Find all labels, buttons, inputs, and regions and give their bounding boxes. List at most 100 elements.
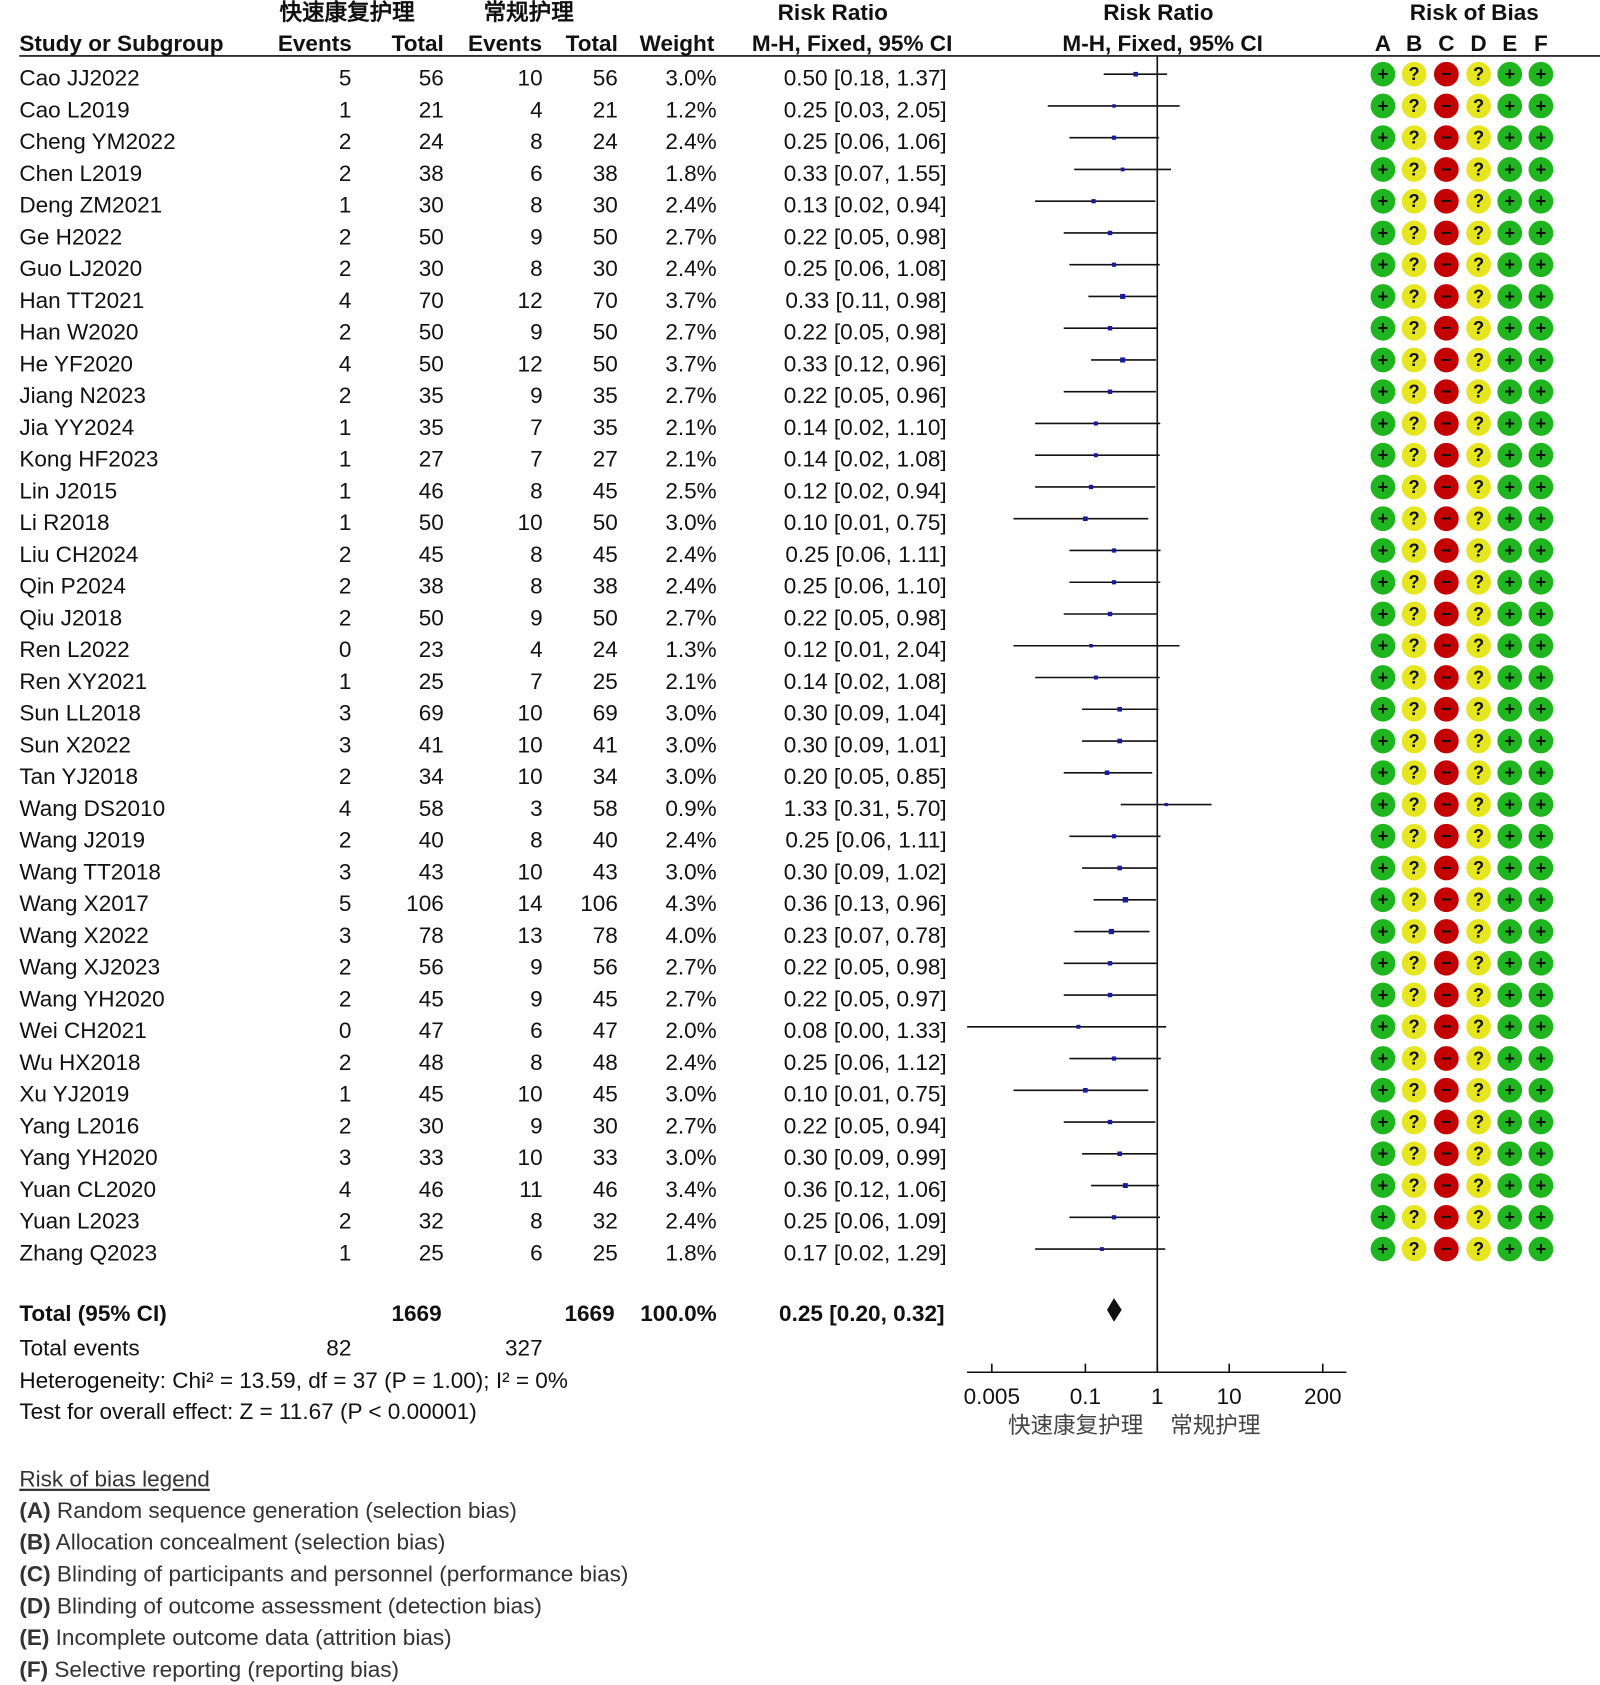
risk-ratio-ci: 0.25 [0.06, 1.11] — [785, 542, 946, 567]
bias-symbol: ? — [1473, 508, 1484, 529]
bias-circle — [1369, 759, 1397, 787]
bias-symbol: + — [1536, 158, 1547, 179]
bias-symbol: + — [1536, 381, 1547, 402]
legend-item: (D) Blinding of outcome assessment (dete… — [19, 1593, 542, 1618]
bias-symbol: ? — [1473, 952, 1484, 973]
column-header: M-H, Fixed, 95% CI — [752, 31, 952, 56]
ctl-total: 35 — [593, 415, 618, 440]
effect-square — [1107, 230, 1113, 236]
exp-events: 2 — [339, 161, 352, 186]
weight: 2.5% — [665, 478, 716, 503]
bias-column-header: B — [1406, 31, 1422, 56]
bias-circle — [1432, 410, 1460, 437]
bias-symbol: + — [1536, 412, 1547, 433]
bias-symbol: + — [1504, 603, 1515, 624]
effect-square — [1104, 770, 1110, 776]
bias-circle — [1465, 156, 1493, 183]
exp-events: 2 — [339, 1209, 352, 1234]
ctl-total: 48 — [593, 1050, 618, 1075]
bias-symbol: − — [1441, 127, 1452, 148]
bias-symbol: + — [1536, 666, 1547, 687]
legend-item: (B) Allocation concealment (selection bi… — [19, 1530, 445, 1555]
bias-circle — [1369, 600, 1397, 628]
bias-symbol: + — [1378, 508, 1389, 529]
bias-circle — [1400, 410, 1428, 437]
bias-circle — [1432, 92, 1460, 120]
bias-circle — [1465, 314, 1493, 342]
bias-symbol: + — [1536, 635, 1547, 656]
bias-circle — [1369, 981, 1397, 1009]
weight: 2.7% — [665, 224, 716, 249]
bias-circle — [1400, 981, 1428, 1009]
bias-symbol: + — [1536, 349, 1547, 370]
ctl-events: 9 — [530, 383, 543, 408]
bias-circle — [1369, 219, 1397, 247]
bias-symbol: − — [1441, 952, 1452, 973]
effect-square — [1093, 675, 1098, 680]
column-header: 常规护理 — [484, 0, 575, 26]
bias-circle — [1400, 854, 1428, 882]
x-tick-label: 10 — [1217, 1384, 1242, 1409]
total-events-label: Total events — [19, 1336, 139, 1361]
bias-circle — [1432, 314, 1460, 342]
bias-circle — [1527, 219, 1555, 247]
bias-circle — [1400, 1045, 1428, 1072]
bias-symbol: + — [1378, 920, 1389, 941]
ctl-total: 50 — [593, 605, 618, 630]
total-ctl: 1669 — [564, 1301, 614, 1326]
bias-circle — [1465, 283, 1493, 310]
bias-circle — [1496, 505, 1524, 533]
exp-events: 2 — [339, 828, 352, 853]
bias-symbol: + — [1378, 603, 1389, 624]
bias-circle — [1369, 886, 1397, 914]
ctl-events: 10 — [518, 1082, 543, 1107]
exp-events: 1 — [339, 510, 352, 535]
bias-symbol: − — [1441, 666, 1452, 687]
risk-ratio-ci: 0.22 [0.05, 0.97] — [784, 986, 947, 1011]
bias-symbol: + — [1504, 1016, 1515, 1037]
ctl-total: 58 — [593, 796, 618, 821]
weight: 3.0% — [665, 510, 716, 535]
ctl-total: 40 — [593, 828, 618, 853]
ctl-events: 8 — [530, 828, 543, 853]
bias-symbol: + — [1504, 222, 1515, 243]
bias-symbol: + — [1536, 603, 1547, 624]
bias-circle — [1496, 568, 1524, 596]
bias-circle — [1527, 1108, 1555, 1136]
bias-circle — [1527, 441, 1555, 469]
bias-circle — [1432, 251, 1460, 279]
bias-symbol: + — [1378, 95, 1389, 116]
risk-ratio-ci: 0.17 [0.02, 1.29] — [784, 1240, 947, 1265]
total-label: Total (95% CI) — [19, 1301, 166, 1326]
effect-square — [1164, 802, 1168, 807]
bias-circle — [1369, 1235, 1397, 1263]
bias-circle — [1465, 124, 1493, 152]
bias-symbol: + — [1504, 127, 1515, 148]
exp-total: 45 — [419, 542, 444, 567]
bias-circle — [1400, 727, 1428, 755]
ctl-events: 4 — [530, 97, 543, 122]
exp-events: 3 — [339, 701, 352, 726]
bias-circle — [1465, 600, 1493, 628]
ctl-events: 8 — [530, 256, 543, 281]
exp-total: 43 — [419, 859, 444, 884]
bias-symbol: ? — [1473, 1143, 1484, 1164]
bias-symbol: + — [1378, 1143, 1389, 1164]
bias-circle — [1465, 473, 1493, 501]
study-name: Yuan CL2020 — [19, 1177, 156, 1202]
ctl-events: 8 — [530, 193, 543, 218]
bias-circle — [1527, 1235, 1555, 1263]
risk-ratio-ci: 0.25 [0.06, 1.12] — [784, 1050, 947, 1075]
bias-symbol: ? — [1409, 127, 1420, 148]
bias-symbol: + — [1378, 190, 1389, 211]
column-header: Events — [278, 31, 352, 56]
risk-ratio-ci: 0.22 [0.05, 0.98] — [784, 605, 947, 630]
bias-symbol: − — [1441, 603, 1452, 624]
study-name: Wang X2022 — [19, 923, 149, 948]
study-name: Ren L2022 — [19, 637, 129, 662]
exp-events: 4 — [339, 351, 352, 376]
bias-symbol: ? — [1409, 285, 1420, 306]
legend-item: (E) Incomplete outcome data (attrition b… — [19, 1625, 451, 1650]
effect-square — [1093, 453, 1098, 458]
